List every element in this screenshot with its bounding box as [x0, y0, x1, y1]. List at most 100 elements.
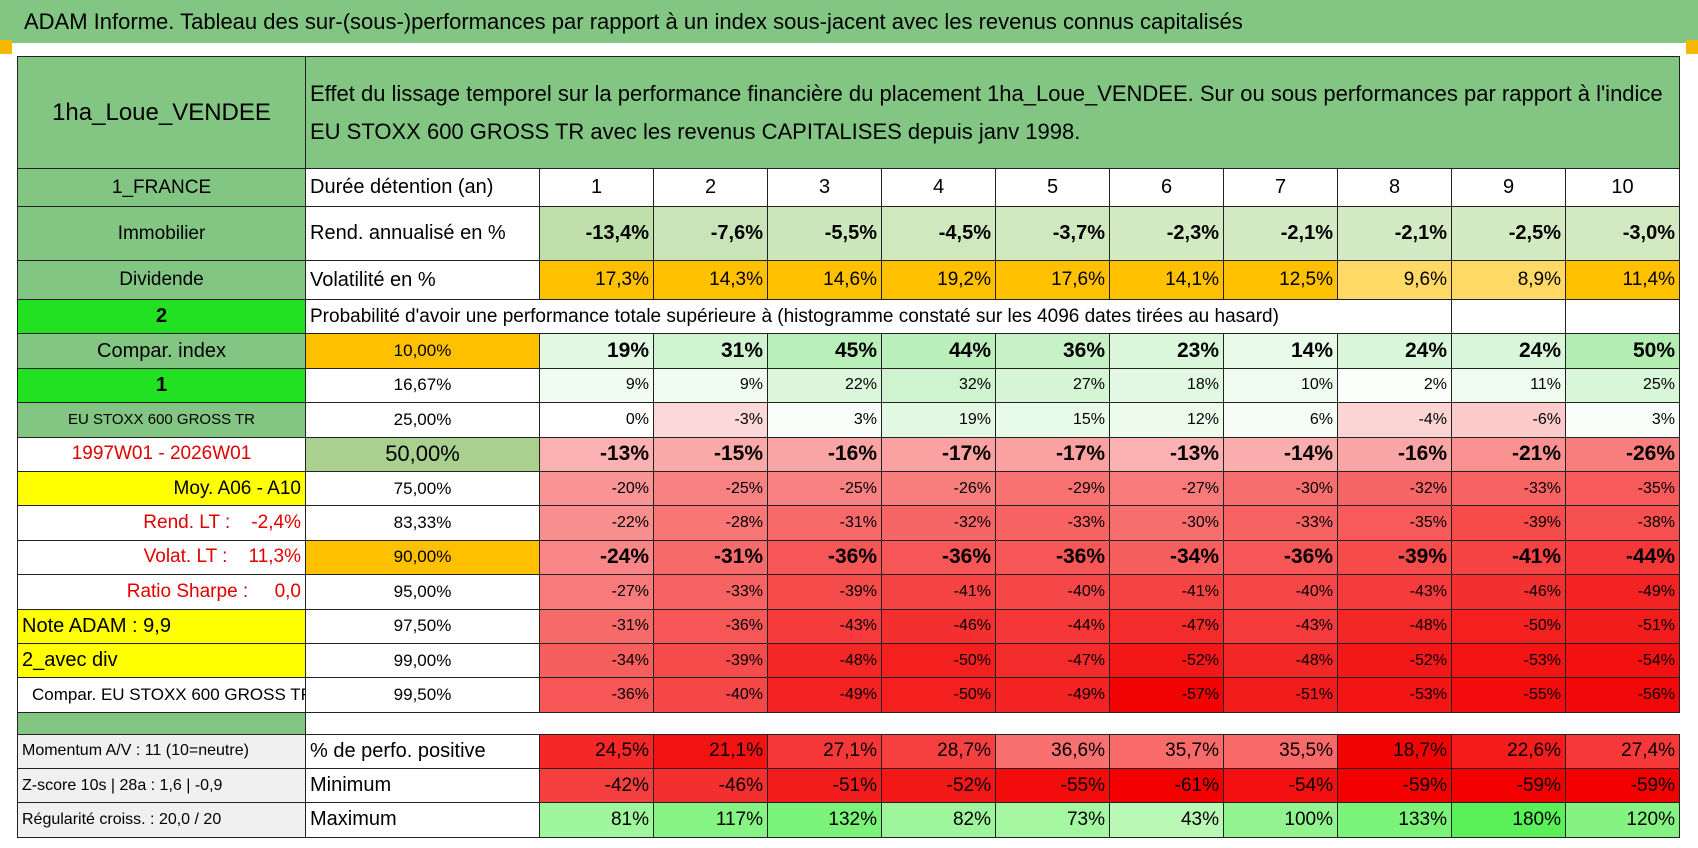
side-label: 1_FRANCE — [17, 168, 306, 207]
threshold: 75,00% — [305, 470, 540, 507]
threshold: 99,50% — [305, 677, 540, 713]
value-cell: 43% — [1109, 802, 1224, 838]
side-label: 2_avec div — [17, 642, 306, 679]
value-cell: 27% — [995, 367, 1110, 404]
value-cell: 10% — [1223, 367, 1338, 404]
value-cell: -52% — [1337, 642, 1452, 679]
value-cell: 6% — [1223, 402, 1338, 438]
value-cell: 27,4% — [1564, 733, 1681, 769]
value-cell: 1 — [539, 168, 654, 207]
value-cell: -41% — [1109, 574, 1224, 610]
value-cell: -33% — [1223, 505, 1338, 541]
value-cell: 7 — [1223, 168, 1338, 207]
row: Régularité croiss. : 20,0 / 20 Maximum 81%… — [17, 802, 1681, 838]
row: 1_FRANCE Durée détention (an) 1 2 3 4 5 6 7 8 9 10 — [17, 168, 1681, 207]
value-cell: 28,7% — [881, 733, 996, 769]
value-cell: -17% — [995, 436, 1110, 472]
value-cell: -51% — [1223, 677, 1338, 713]
value-cell: -44% — [1564, 539, 1681, 576]
corner — [1686, 40, 1698, 54]
value-cell: -33% — [1451, 470, 1566, 507]
value-cell: 4 — [881, 168, 996, 207]
row: 2_avec div 99,00% -34% -39% -48% -50% -47% -52%… — [17, 642, 1681, 679]
value-cell: 50% — [1564, 333, 1681, 369]
threshold: 99,00% — [305, 642, 540, 679]
value-cell: -43% — [1223, 608, 1338, 644]
value-cell: 17,3% — [539, 260, 654, 300]
value-cell: -13% — [539, 436, 654, 472]
value-cell: -7,6% — [653, 206, 768, 261]
panel-description: Effet du lissage temporel sur la perform… — [304, 56, 1681, 169]
value-cell: -42% — [539, 767, 654, 804]
value-cell: 10 — [1564, 168, 1681, 207]
value-cell: -49% — [767, 677, 882, 713]
value-cell: 9% — [653, 367, 768, 404]
side-label: Immobilier — [17, 206, 306, 261]
threshold: 95,00% — [305, 574, 540, 610]
value-cell: -38% — [1564, 505, 1681, 541]
value-cell: -43% — [767, 608, 882, 644]
value-cell: 100% — [1223, 802, 1338, 838]
value-cell: -3,0% — [1564, 206, 1681, 261]
side-label: Régularité croiss. : 20,0 / 20 — [17, 802, 306, 838]
value-cell: 35,7% — [1109, 733, 1224, 769]
value-cell: -51% — [767, 767, 882, 804]
threshold: 90,00% — [305, 539, 540, 576]
value-cell: -3,7% — [995, 206, 1110, 261]
value-cell: -22% — [539, 505, 654, 541]
gap-cell — [17, 711, 306, 735]
threshold: 10,00% — [305, 333, 540, 369]
value-cell: 9% — [539, 367, 654, 404]
value-cell: -54% — [1223, 767, 1338, 804]
threshold: 83,33% — [305, 505, 540, 541]
value-cell: -47% — [995, 642, 1110, 679]
value-cell: -2,5% — [1451, 206, 1566, 261]
value-cell: 27,1% — [767, 733, 882, 769]
row: Z-score 10s | 28a : 1,6 | -0,9 Minimum -42… — [17, 767, 1681, 804]
value-cell: -59% — [1337, 767, 1452, 804]
value-cell: -36% — [653, 608, 768, 644]
value-cell: -56% — [1564, 677, 1681, 713]
value-cell: 15% — [995, 402, 1110, 438]
value-cell: -15% — [653, 436, 768, 472]
value-cell: -2,3% — [1109, 206, 1224, 261]
value-cell: -48% — [1223, 642, 1338, 679]
value-cell: 3 — [767, 168, 882, 207]
value-cell: -26% — [881, 470, 996, 507]
gap-cell — [1110, 712, 1224, 734]
value-cell: 133% — [1337, 802, 1452, 838]
threshold: 50,00% — [305, 436, 540, 472]
row: Note ADAM : 9,9 97,50% -31% -36% -43% -46% -44… — [17, 608, 1681, 644]
value-cell: 17,6% — [995, 260, 1110, 300]
side-label: 2 — [17, 298, 306, 335]
value-cell: -47% — [1109, 608, 1224, 644]
value-cell: -31% — [539, 608, 654, 644]
value-cell: 132% — [767, 802, 882, 838]
value-cell: -53% — [1337, 677, 1452, 713]
threshold: 16,67% — [305, 367, 540, 404]
value-cell: 73% — [995, 802, 1110, 838]
value-cell: 8 — [1337, 168, 1452, 207]
value-cell: 82% — [881, 802, 996, 838]
value-cell: -43% — [1337, 574, 1452, 610]
value-cell: -32% — [881, 505, 996, 541]
value-cell: -39% — [767, 574, 882, 610]
value-cell: 22,6% — [1451, 733, 1566, 769]
value-cell: -2,1% — [1223, 206, 1338, 261]
value-cell: -35% — [1337, 505, 1452, 541]
side-label: Dividende — [17, 260, 306, 300]
row: 2 Probabilité d'avoir une performance tot… — [17, 298, 1681, 335]
value-cell: -36% — [1223, 539, 1338, 576]
value-cell: -32% — [1337, 470, 1452, 507]
value-cell: -28% — [653, 505, 768, 541]
value-cell: 25% — [1564, 367, 1681, 404]
row: Volat. LT : 11,3% 90,00% -24% -31% -36% -36% -… — [17, 539, 1681, 576]
value-cell: -49% — [1564, 574, 1681, 610]
value-cell: 21,1% — [653, 733, 768, 769]
value-cell: 18% — [1109, 367, 1224, 404]
value-cell: -3% — [653, 402, 768, 438]
value-cell: 36,6% — [995, 733, 1110, 769]
value-cell: -30% — [1223, 470, 1338, 507]
row-label: Durée détention (an) — [305, 168, 540, 207]
row: Immobilier Rend. annualisé en % -13,4% -7,6… — [17, 206, 1681, 261]
